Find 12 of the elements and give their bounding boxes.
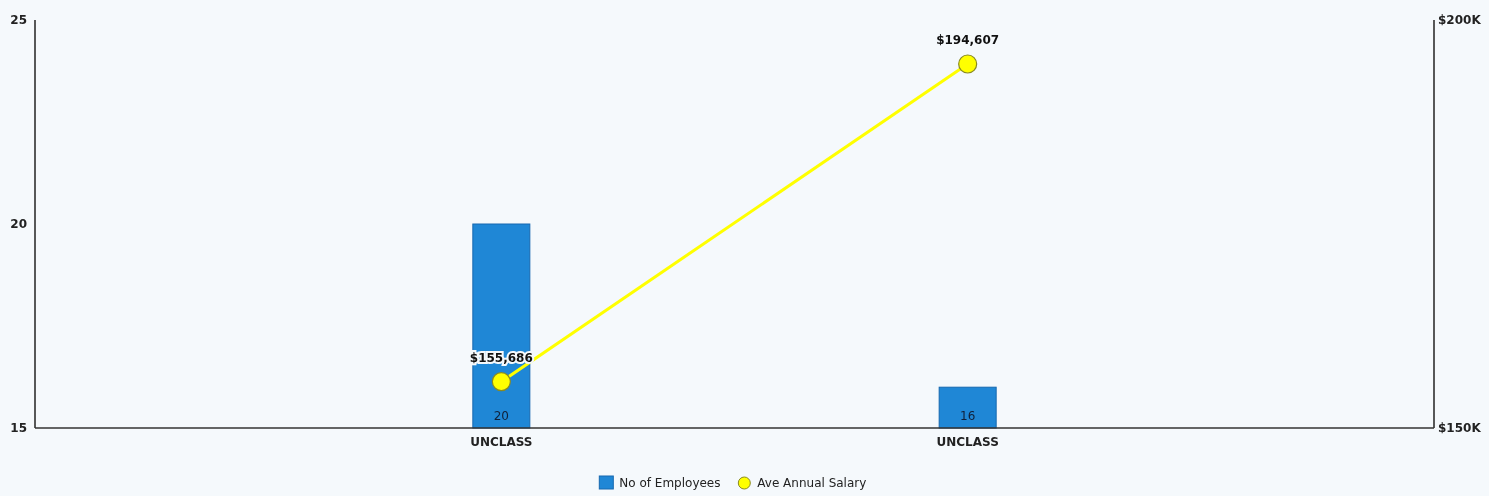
- y2-tick-label: $150K: [1438, 421, 1482, 436]
- y-tick-label: 20: [10, 217, 27, 232]
- legend-label: Ave Annual Salary: [757, 476, 867, 490]
- y-tick-label: 25: [10, 13, 27, 28]
- x-tick-label: UNCLASS: [470, 435, 533, 449]
- data-label: 20: [493, 409, 509, 423]
- legend-label: No of Employees: [619, 476, 721, 490]
- data-label: $194,607: [936, 33, 1000, 48]
- data-label: 16: [960, 409, 976, 423]
- x-tick-label: UNCLASS: [936, 435, 999, 449]
- y-tick-label: 15: [10, 421, 27, 436]
- y2-tick-label: $200K: [1438, 13, 1482, 28]
